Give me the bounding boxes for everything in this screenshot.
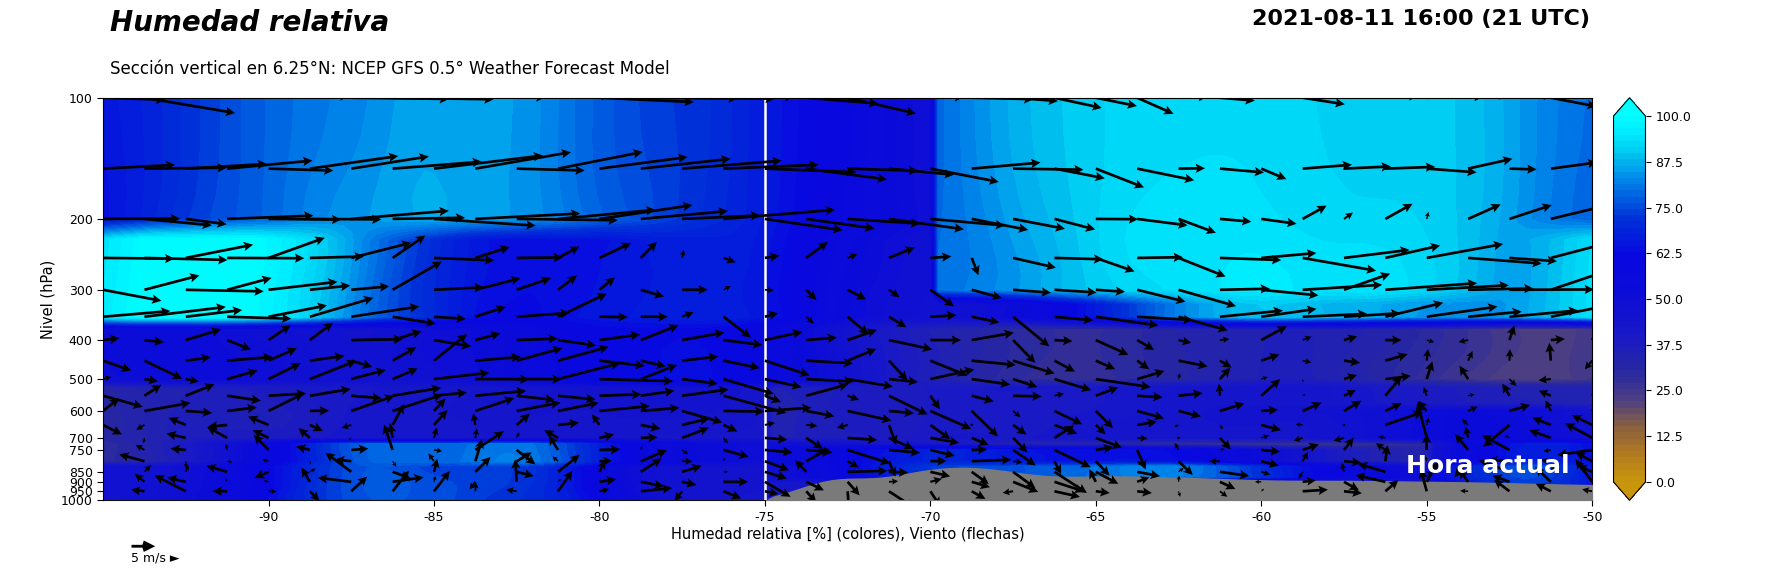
Text: Humedad relativa: Humedad relativa (110, 9, 389, 37)
Text: Hora actual: Hora actual (1406, 454, 1569, 478)
Text: Sección vertical en 6.25°N: NCEP GFS 0.5° Weather Forecast Model: Sección vertical en 6.25°N: NCEP GFS 0.5… (110, 60, 670, 78)
PathPatch shape (1614, 482, 1646, 500)
Text: 2021-08-11 16:00 (21 UTC): 2021-08-11 16:00 (21 UTC) (1253, 9, 1590, 29)
Text: 5 m/s ►: 5 m/s ► (131, 551, 179, 564)
X-axis label: Humedad relativa [%] (colores), Viento (flechas): Humedad relativa [%] (colores), Viento (… (670, 527, 1025, 542)
Y-axis label: Nivel (hPa): Nivel (hPa) (41, 259, 55, 339)
PathPatch shape (1614, 98, 1646, 116)
